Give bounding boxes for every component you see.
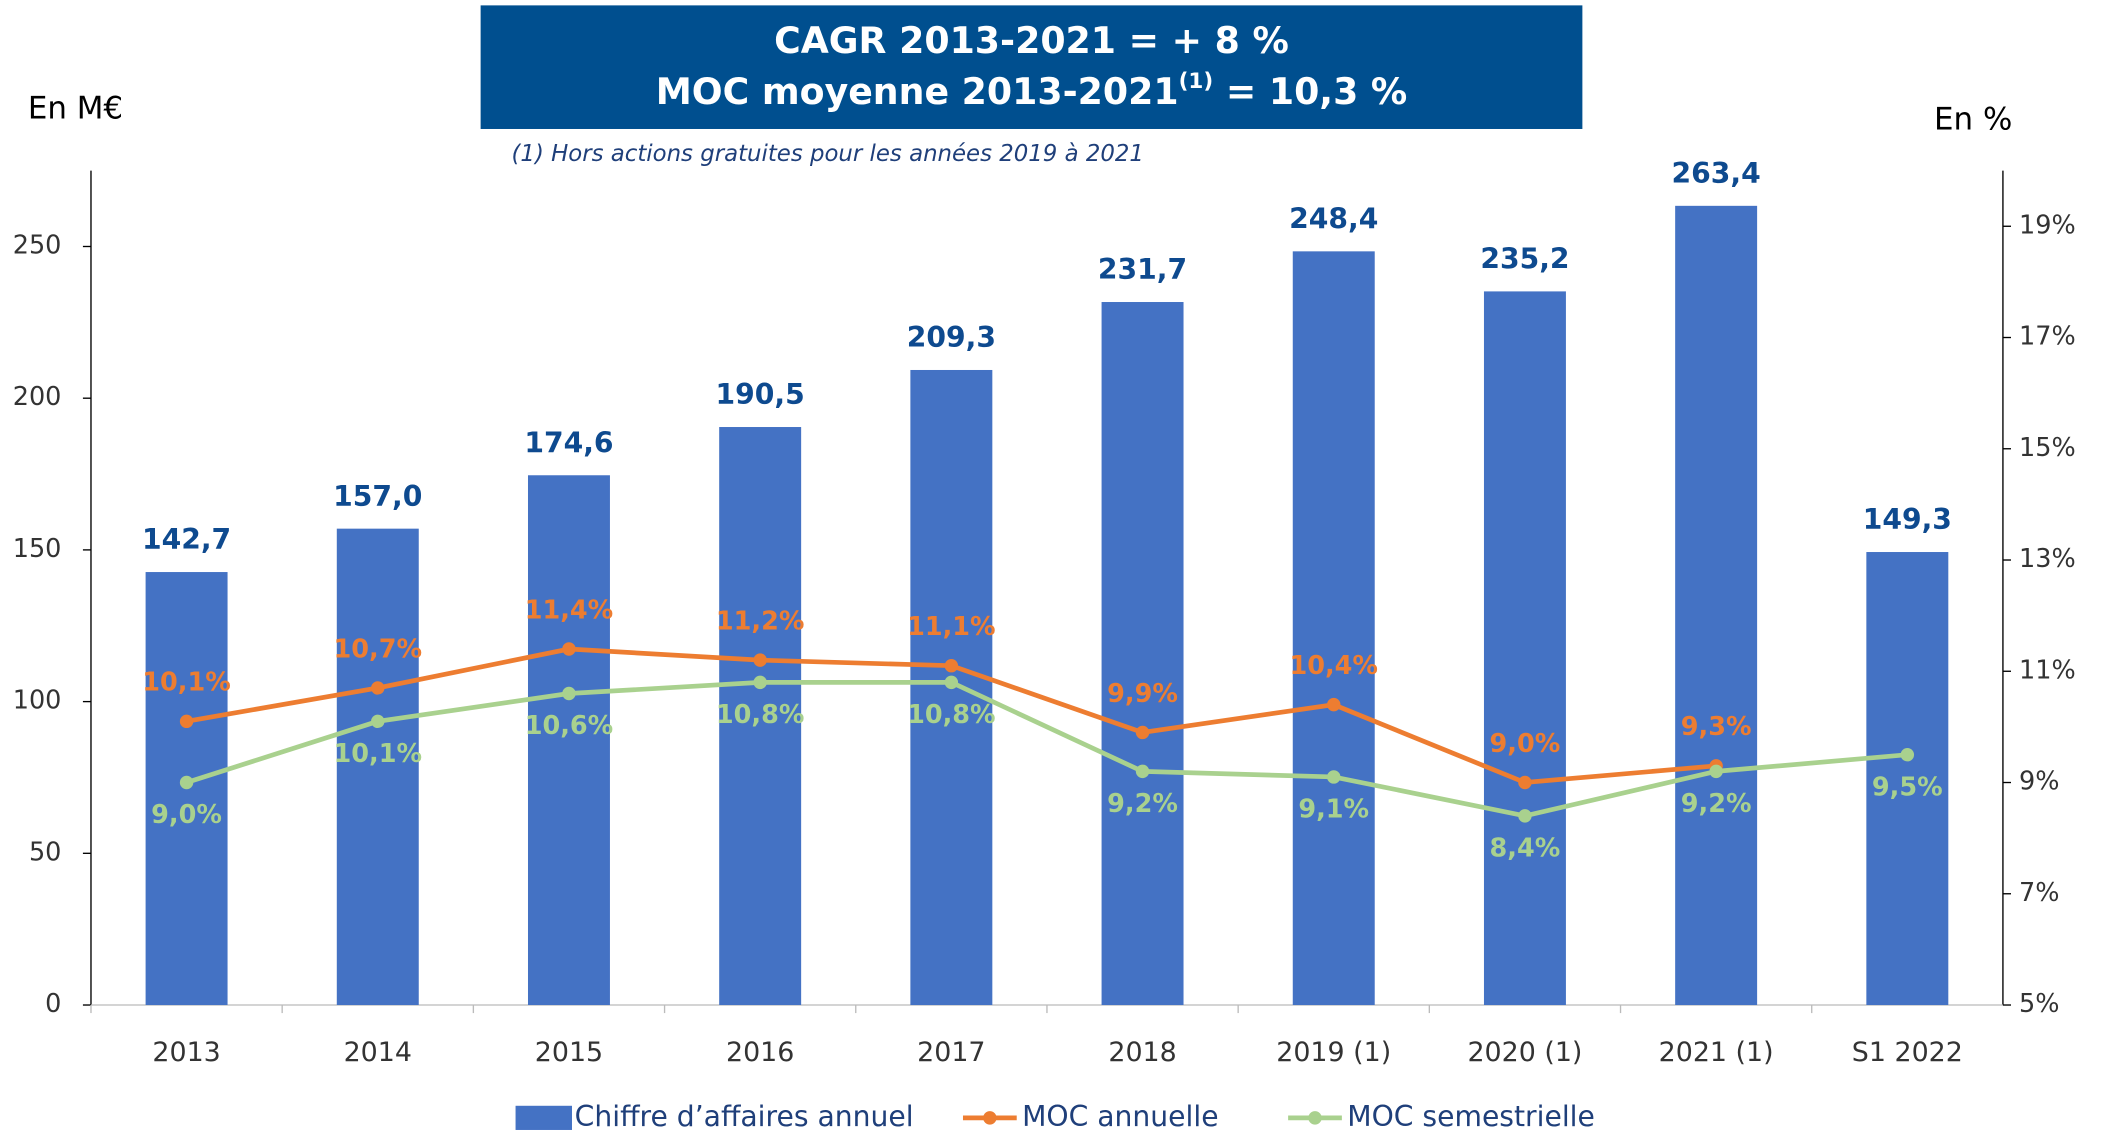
y2-tick-label: 7% bbox=[2019, 878, 2059, 908]
y2-axis-label: En % bbox=[1934, 101, 2012, 137]
line-value-label: 11,2% bbox=[716, 607, 805, 637]
line-point bbox=[371, 681, 385, 695]
line-value-label: 9,2% bbox=[1107, 789, 1178, 819]
x-tick-label: 2017 bbox=[917, 1037, 985, 1068]
y-tick-label: 0 bbox=[45, 989, 61, 1019]
bar-value-label: 231,7 bbox=[1098, 253, 1187, 286]
x-tick-label: 2020 (1) bbox=[1467, 1037, 1582, 1068]
line-value-label: 10,4% bbox=[1289, 651, 1378, 681]
y-tick-label: 150 bbox=[13, 534, 62, 564]
bar-value-label: 149,3 bbox=[1863, 503, 1952, 536]
legend-label: MOC annuelle bbox=[1022, 1100, 1218, 1133]
bar bbox=[1483, 291, 1566, 1006]
subtitle-rest: = 10,3 % bbox=[1213, 70, 1407, 113]
bar-value-label: 174,6 bbox=[524, 426, 613, 459]
bar-value-label: 235,2 bbox=[1480, 242, 1569, 275]
legend-swatch bbox=[515, 1105, 572, 1130]
line-value-label: 10,6% bbox=[525, 711, 614, 741]
line-point bbox=[753, 653, 767, 667]
x-tick-label: 2013 bbox=[152, 1037, 220, 1068]
y2-tick-label: 9% bbox=[2019, 767, 2059, 797]
x-tick-label: 2018 bbox=[1108, 1037, 1176, 1068]
line-value-label: 9,0% bbox=[1490, 729, 1561, 759]
y2-tick-label: 5% bbox=[2019, 989, 2059, 1019]
line-point bbox=[1709, 764, 1723, 779]
line-value-label: 11,1% bbox=[907, 612, 996, 642]
line-point bbox=[562, 686, 576, 701]
bar bbox=[1675, 205, 1758, 1006]
line-value-label: 10,1% bbox=[142, 668, 231, 698]
line-point bbox=[562, 642, 576, 656]
x-tick-label: 2015 bbox=[535, 1037, 603, 1068]
line-point bbox=[179, 714, 194, 729]
legend-label: MOC semestrielle bbox=[1347, 1100, 1595, 1133]
line-point bbox=[179, 775, 194, 790]
line-value-label: 9,2% bbox=[1681, 789, 1752, 819]
x-tick-label: S1 2022 bbox=[1852, 1037, 1963, 1068]
legend-marker bbox=[1308, 1111, 1322, 1125]
line-value-label: 10,7% bbox=[334, 634, 423, 664]
bar-value-label: 248,4 bbox=[1289, 202, 1378, 235]
y-tick-label: 50 bbox=[29, 837, 61, 867]
bar-value-label: 209,3 bbox=[907, 321, 996, 354]
subtitle-sup: (1) bbox=[1179, 69, 1214, 94]
bar-value-label: 157,0 bbox=[333, 480, 422, 513]
line-point bbox=[1900, 747, 1915, 762]
bar bbox=[1101, 302, 1184, 1006]
bar bbox=[336, 528, 419, 1006]
y-tick-label: 200 bbox=[13, 382, 62, 412]
bar-value-label: 142,7 bbox=[142, 523, 231, 556]
line-value-label: 10,8% bbox=[907, 700, 996, 730]
y2-tick-label: 13% bbox=[2019, 544, 2076, 574]
chart-subtitle: MOC moyenne 2013-2021(1) = 10,3 % bbox=[656, 69, 1408, 113]
legend-marker bbox=[983, 1111, 997, 1125]
line-point bbox=[1518, 775, 1532, 790]
line bbox=[185, 680, 1908, 819]
y-axis-label: En M€ bbox=[28, 91, 123, 127]
bar-value-label: 263,4 bbox=[1672, 157, 1761, 190]
y-tick-label: 100 bbox=[13, 686, 62, 716]
x-tick-label: 2016 bbox=[726, 1037, 794, 1068]
y-tick-label: 250 bbox=[13, 230, 62, 260]
bar bbox=[527, 475, 610, 1006]
line-point bbox=[944, 658, 959, 673]
line-value-label: 9,9% bbox=[1107, 679, 1178, 709]
bar-value-label: 190,5 bbox=[716, 378, 805, 411]
x-tick-label: 2014 bbox=[344, 1037, 412, 1068]
bar bbox=[1866, 552, 1949, 1006]
x-tick-label: 2019 (1) bbox=[1276, 1037, 1391, 1068]
subtitle-text: MOC moyenne 2013-2021 bbox=[656, 70, 1179, 113]
line-point bbox=[1327, 697, 1341, 712]
line-value-label: 10,1% bbox=[334, 739, 423, 769]
line-point bbox=[1135, 764, 1150, 779]
y2-tick-label: 11% bbox=[2019, 655, 2076, 685]
legend-label: Chiffre d’affaires annuel bbox=[575, 1100, 914, 1133]
title-box bbox=[480, 5, 1583, 129]
line-point bbox=[944, 675, 959, 690]
bar bbox=[1292, 251, 1375, 1006]
bar bbox=[719, 427, 802, 1006]
y2-tick-label: 15% bbox=[2019, 433, 2076, 463]
x-tick-label: 2021 (1) bbox=[1659, 1037, 1774, 1068]
line-value-label: 9,0% bbox=[151, 800, 222, 830]
line-point bbox=[1327, 770, 1341, 784]
chart-title: CAGR 2013-2021 = + 8 % bbox=[774, 19, 1289, 62]
y2-tick-label: 19% bbox=[2019, 210, 2076, 240]
footnote: (1) Hors actions gratuites pour les anné… bbox=[512, 141, 1144, 167]
line-value-label: 9,1% bbox=[1298, 795, 1369, 825]
y2-tick-label: 17% bbox=[2019, 322, 2076, 352]
line-value-label: 9,5% bbox=[1872, 772, 1943, 802]
line-point bbox=[753, 675, 767, 690]
line-value-label: 9,3% bbox=[1681, 712, 1752, 742]
line-point bbox=[1518, 809, 1532, 823]
line-value-label: 10,8% bbox=[716, 700, 805, 730]
line-value-label: 8,4% bbox=[1490, 833, 1561, 863]
line-point bbox=[1135, 725, 1150, 740]
line-value-label: 11,4% bbox=[525, 595, 614, 625]
line-point bbox=[371, 714, 385, 729]
